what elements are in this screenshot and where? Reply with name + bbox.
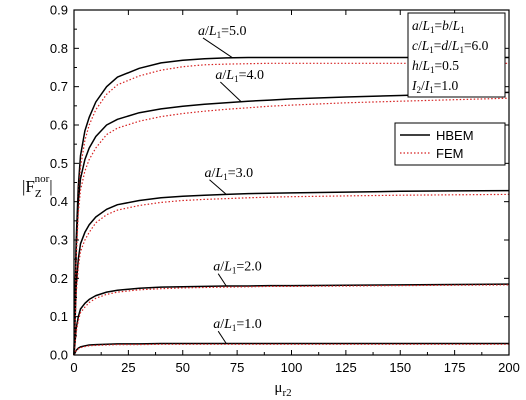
y-tick-label: 0.0 <box>50 348 68 363</box>
y-tick-label: 0.1 <box>50 309 68 324</box>
x-axis-label: μr2 <box>274 380 291 399</box>
y-tick-label: 0.2 <box>50 271 68 286</box>
curves-layer <box>73 56 510 356</box>
series-a-l1-3-0-hbem <box>73 189 510 356</box>
x-tick-label: 75 <box>230 360 244 375</box>
series-a-l1-4-0-fem <box>73 97 510 356</box>
x-tick-label: 125 <box>335 360 357 375</box>
curve-label-leader <box>220 81 242 103</box>
series-a-l1-5-0-hbem <box>73 56 509 356</box>
x-tick-label: 100 <box>281 360 303 375</box>
x-tick-label: 0 <box>70 360 77 375</box>
y-tick-label: 0.8 <box>50 41 68 56</box>
y-tick-label: 0.5 <box>50 156 68 171</box>
series-a-l1-4-0-hbem <box>73 91 510 356</box>
curve-label-a-l1-5-0: a/L1=5.0 <box>198 24 247 40</box>
legend-label-hbem: HBEM <box>436 128 474 143</box>
y-tick-label: 0.7 <box>50 79 68 94</box>
param-line-1: a/L1=b/L1 <box>412 18 465 35</box>
legend-label-fem: FEM <box>436 146 463 161</box>
x-tick-label: 50 <box>176 360 190 375</box>
y-tick-label: 0.6 <box>50 118 68 133</box>
param-line-3: h/L1=0.5 <box>412 58 459 75</box>
curve-label-a-l1-4-0: a/L1=4.0 <box>215 68 264 84</box>
series-a-l1-1-0-hbem <box>73 342 509 356</box>
ticks-layer: 0 25 50 75 100 125 150 175 200 0.0 0.1 0.2 0.3 0.4 0.5… <box>50 3 520 376</box>
curve-label-a-l1-2-0: a/L1=2.0 <box>213 260 262 276</box>
curve-label-leader <box>217 330 227 344</box>
parameters-box-frame <box>407 12 506 98</box>
x-tick-label: 150 <box>389 360 411 375</box>
series-a-l1-5-0-fem <box>73 62 509 356</box>
y-tick-label: 0.4 <box>50 194 68 209</box>
x-tick-label: 175 <box>444 360 466 375</box>
curve-label-leader <box>202 37 234 59</box>
curve-label-leader <box>217 273 227 287</box>
param-line-2: c/L1=d/L1=6.0 <box>412 38 489 55</box>
curve-label-a-l1-1-0: a/L1=1.0 <box>213 317 262 333</box>
legend: HBEM FEM <box>394 122 506 166</box>
series-a-l1-3-0-fem <box>73 193 510 356</box>
y-axis-label: |FZnor| <box>22 173 53 200</box>
y-tick-label: 0.9 <box>50 3 68 18</box>
series-a-l1-1-0-fem <box>73 343 509 356</box>
parameters-box: a/L1=b/L1 c/L1=d/L1=6.0 h/L1=0.5 I2/I1=1… <box>407 12 506 98</box>
curve-label-a-l1-3-0: a/L1=3.0 <box>205 166 254 182</box>
annotations-layer: a/L1=5.0 a/L1=4.0 a/L1=3.0 a/L1=2.0 a/L1=1.0 <box>198 24 264 344</box>
x-tick-label: 200 <box>498 360 520 375</box>
legend-frame <box>394 122 506 166</box>
series-a-l1-2-0-hbem <box>73 283 510 356</box>
x-tick-label: 25 <box>121 360 135 375</box>
curve-label-leader <box>209 179 227 195</box>
y-tick-label: 0.3 <box>50 233 68 248</box>
series-a-l1-2-0-fem <box>73 284 510 356</box>
param-line-4: I2/I1=1.0 <box>411 78 459 95</box>
